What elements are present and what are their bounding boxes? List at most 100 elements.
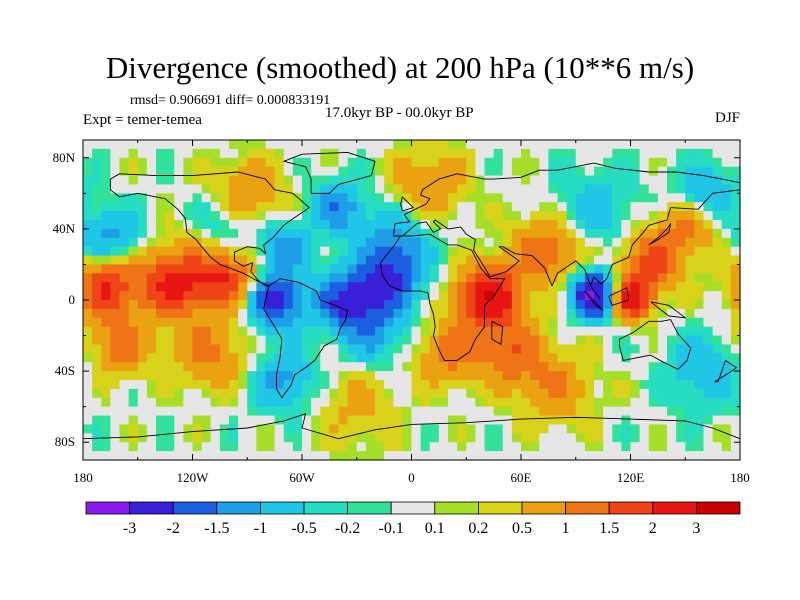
field-cell [201,220,212,230]
field-cell [183,353,194,363]
field-cell [229,140,239,150]
field-cell [156,380,166,390]
field-cell [247,308,257,319]
field-cell [165,255,175,266]
field-cell [402,415,413,426]
field-cell [612,344,622,354]
field-cell [92,415,102,426]
field-cell [356,380,367,390]
field-cell [247,291,257,301]
field-cell [575,148,586,159]
field-cell [238,202,248,212]
field-cell [174,246,184,257]
coastline [714,359,737,383]
field-cell [283,380,294,390]
field-cell [511,371,522,381]
field-cell [146,442,157,452]
field-cell [730,166,741,177]
field-cell [119,406,130,417]
field-cell [502,380,513,390]
field-cell [210,220,221,230]
field-cell [548,211,559,221]
field-cell [448,380,458,390]
field-cell [603,193,613,203]
field-cell [384,166,394,177]
field-cell [521,335,531,346]
field-cell [201,211,212,221]
field-cell [183,157,194,168]
field-cell [229,237,239,248]
field-cell [201,415,212,426]
field-cell [137,308,148,319]
field-cell [338,184,349,194]
field-cell [274,211,285,221]
field-cell [438,353,449,363]
field-cell [92,326,102,337]
field-cell [274,291,285,301]
field-cell [274,317,285,328]
field-cell [174,317,184,328]
field-cell [603,140,613,150]
field-cell [229,380,239,390]
field-cell [730,442,741,452]
field-cell [375,282,385,292]
field-cell [438,255,449,266]
field-cell [174,362,184,372]
field-cell [530,202,540,212]
field-cell [329,140,340,150]
field-cell [156,202,166,212]
field-cell [174,148,184,159]
field-cell [457,335,467,346]
field-cell [584,380,595,390]
field-cell [639,193,650,203]
field-cell [694,148,705,159]
field-cell [265,388,276,399]
field-cell [311,362,321,372]
field-cell [183,300,194,310]
field-cell [283,335,294,346]
field-cell [110,282,121,292]
field-cell [511,406,522,417]
field-cell [594,291,604,301]
field-cell [575,202,586,212]
field-cell [210,344,221,354]
field-cell [584,344,595,354]
field-cell [347,282,358,292]
field-cell [621,175,632,186]
field-cell [457,388,467,399]
field-cell [110,442,121,452]
field-cell [338,255,349,266]
field-cell [238,344,248,354]
field-cell [201,371,212,381]
field-cell [484,255,495,266]
field-cell [530,246,540,257]
field-cell [302,388,312,399]
field-cell [438,433,449,443]
field-cell [393,451,403,461]
field-cell [730,451,741,461]
field-cell [685,246,695,257]
field-cell [721,317,732,328]
field-cell [137,211,148,221]
field-cell [530,300,540,310]
field-cell [347,255,358,266]
field-cell [584,282,595,292]
field-cell [210,148,221,159]
field-cell [703,451,714,461]
field-cell [156,148,166,159]
field-cell [676,433,686,443]
field-cell [320,353,330,363]
field-cell [657,193,668,203]
field-cell [83,415,93,426]
field-cell [667,388,677,399]
field-cell [238,246,248,257]
field-cell [712,424,723,434]
field-cell [566,317,577,328]
field-cell [420,237,431,248]
stats-label: rmsd= 0.906691 diff= 0.000833191 [130,93,331,108]
field-cell [247,211,257,221]
field-cell [438,220,449,230]
field-cell [411,362,422,372]
field-cell [219,397,230,408]
field-cell [621,362,632,372]
